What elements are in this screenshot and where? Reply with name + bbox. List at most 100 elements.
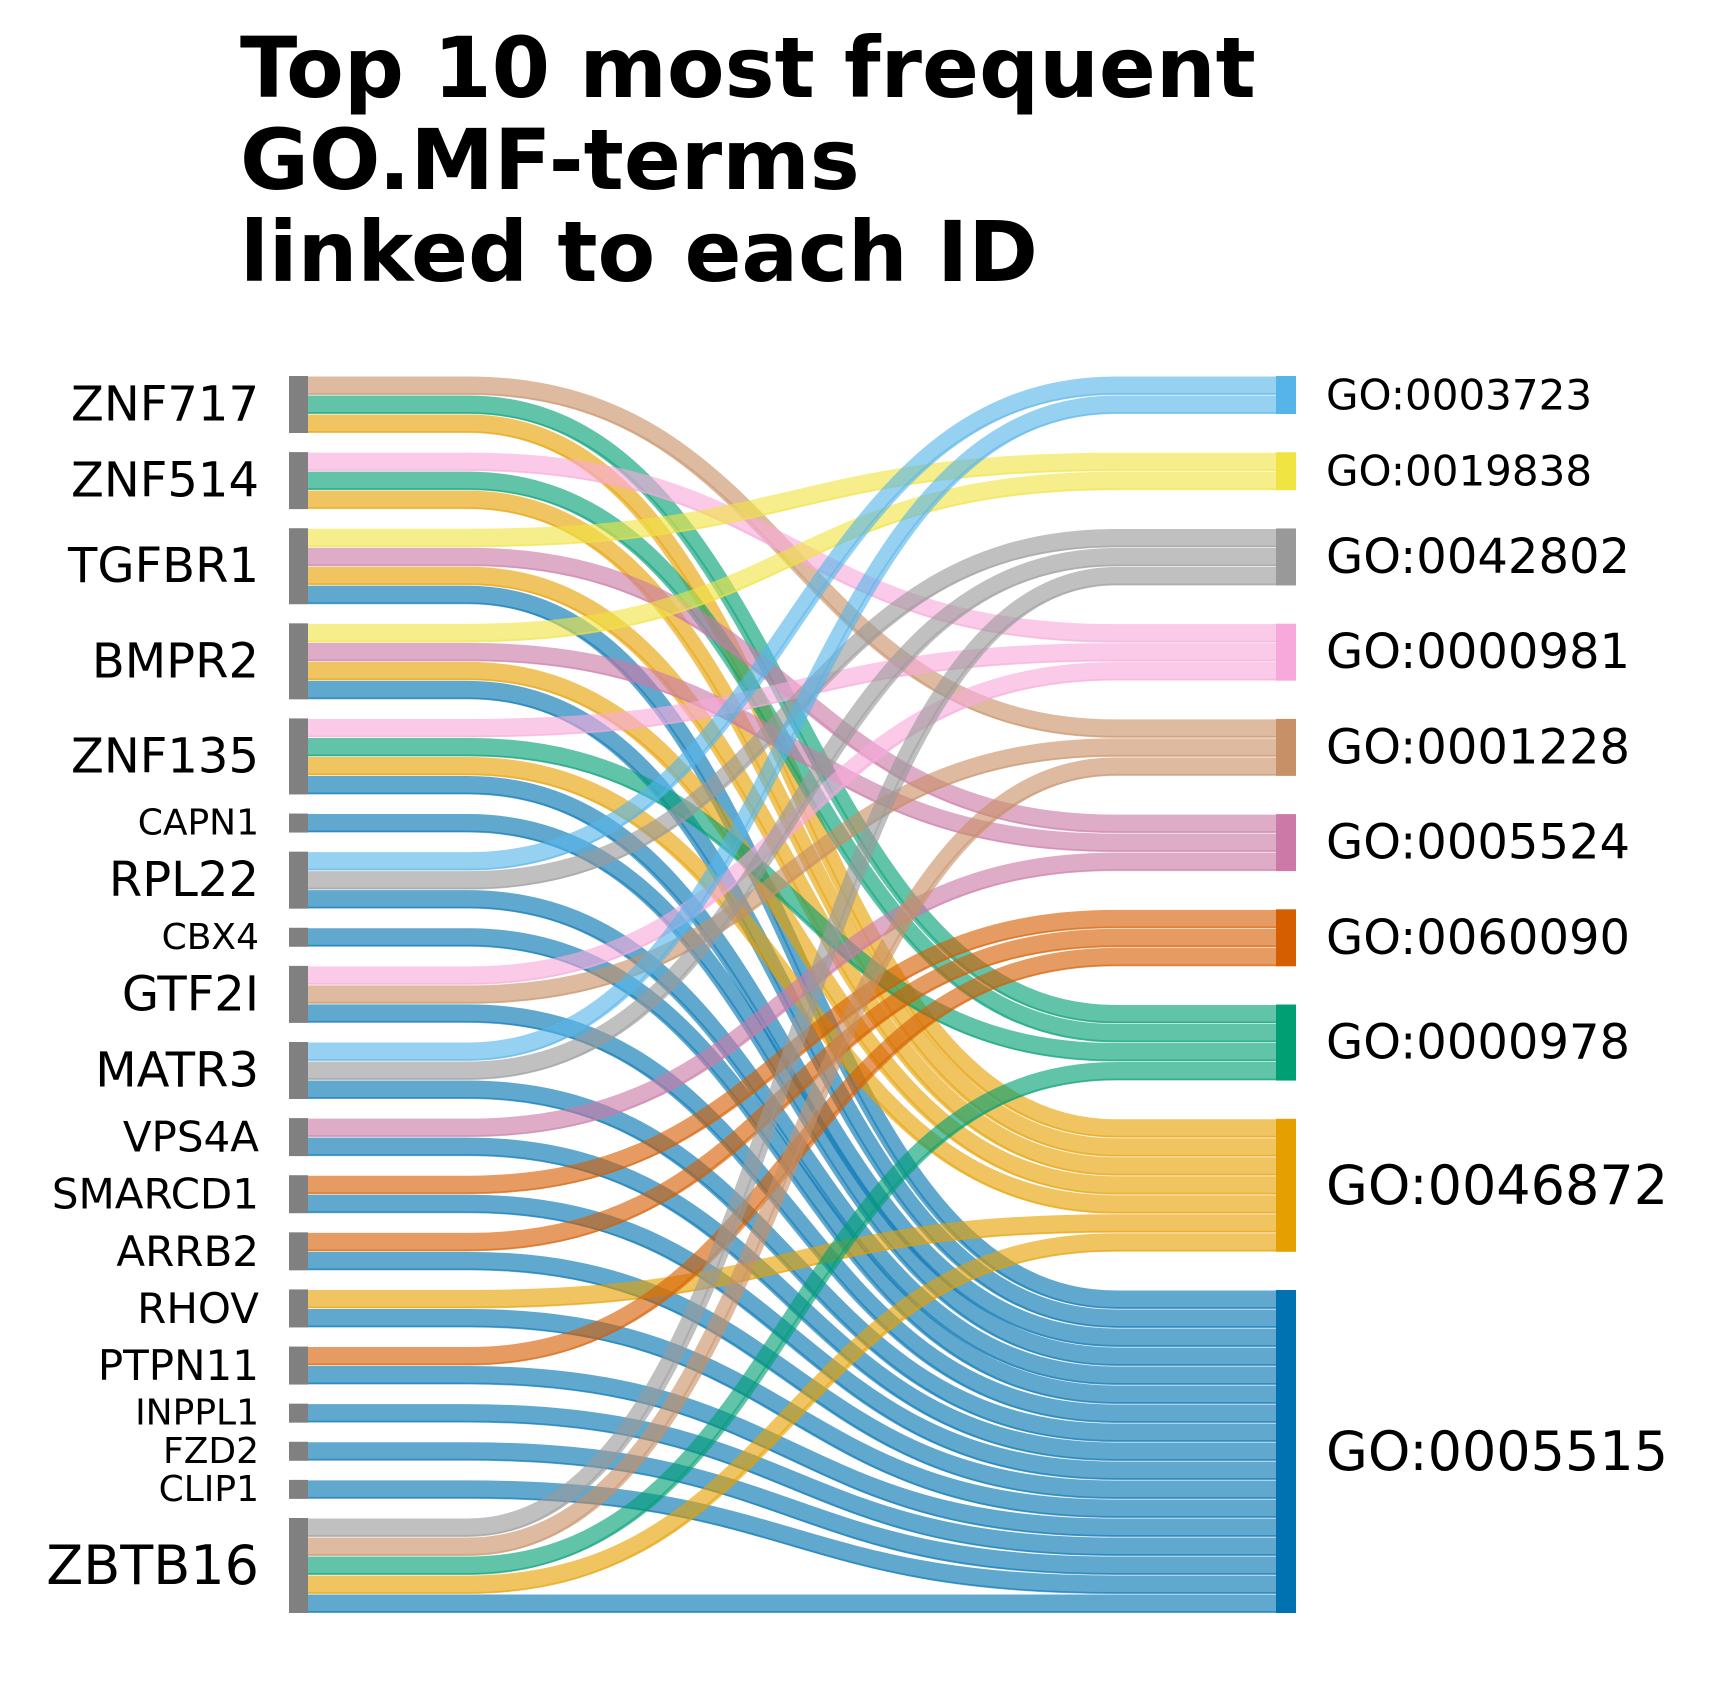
link-rhov-go-0046872: [308, 1214, 1276, 1308]
source-node-rpl22: [289, 851, 308, 909]
link-edge: [308, 1382, 1276, 1537]
link-edge: [308, 412, 1276, 1061]
source-label-zbtb16: ZBTB16: [46, 1534, 259, 1597]
source-label-arrb2: ARRB2: [116, 1227, 259, 1276]
source-label-cbx4: CBX4: [162, 917, 259, 958]
link-edge: [308, 488, 1276, 1043]
link-edge: [308, 488, 1276, 643]
link-edge: [308, 678, 1276, 985]
chart-title-line-3: linked to each ID: [240, 203, 1038, 301]
source-label-inppl1: INPPL1: [135, 1393, 259, 1434]
source-node-gtf2i: [289, 965, 308, 1023]
link-tgfbr1-go-0019838: [308, 452, 1276, 547]
target-node-go-0005524: [1276, 814, 1296, 872]
link-edge: [308, 754, 1276, 1004]
chart-title-line-1: Top 10 most frequent: [240, 19, 1256, 117]
link-gtf2i-go-0001228: [308, 738, 1276, 1004]
source-label-bmpr2: BMPR2: [92, 633, 259, 689]
link-edge: [308, 1078, 1276, 1575]
link-ptpn11-go-0005515: [308, 1366, 1276, 1537]
source-node-rhov: [289, 1289, 308, 1328]
links-layer: [308, 376, 1276, 1614]
source-node-bmpr2: [289, 623, 308, 700]
link-smarcd1-go-0005515: [308, 1194, 1276, 1480]
link-edge: [308, 1249, 1276, 1594]
link-edge: [308, 1230, 1276, 1309]
source-node-tgfbr1: [289, 528, 308, 605]
source-node-znf135: [289, 718, 308, 795]
link-edge: [308, 469, 1276, 548]
link-arrb2-go-0005515: [308, 1251, 1276, 1499]
target-node-go-0046872: [1276, 1118, 1296, 1252]
link-edge: [308, 1420, 1276, 1556]
target-label-go-0060090: GO:0060090: [1326, 910, 1630, 966]
source-node-matr3: [289, 1042, 308, 1099]
link-zbtb16-go-0042802: [308, 566, 1276, 1537]
source-node-vps4a: [289, 1118, 308, 1157]
source-node-znf717: [289, 376, 308, 433]
target-label-go-0001228: GO:0001228: [1326, 719, 1630, 775]
link-edge: [308, 659, 1276, 853]
link-zbtb16-go-0000978: [308, 1062, 1276, 1575]
link-edge: [308, 945, 1276, 1252]
link-edge: [308, 393, 1276, 871]
link-matr3-go-0003723: [308, 395, 1276, 1061]
source-node-smarcd1: [289, 1175, 308, 1214]
target-node-go-0000978: [1276, 1004, 1296, 1081]
link-edge: [308, 869, 1276, 1138]
target-node-go-0042802: [1276, 528, 1296, 586]
source-node-fzd2: [289, 1441, 308, 1461]
source-label-znf135: ZNF135: [71, 728, 259, 784]
source-node-arrb2: [289, 1232, 308, 1271]
nodes-layer: [289, 376, 1296, 1613]
link-arrb2-go-0060090: [308, 928, 1276, 1251]
source-label-clip1: CLIP1: [159, 1469, 259, 1510]
link-vps4a-go-0005524: [308, 852, 1276, 1137]
source-label-ptpn11: PTPN11: [98, 1341, 259, 1390]
link-vps4a-go-0005515: [308, 1137, 1276, 1461]
link-edge: [308, 773, 1276, 1556]
target-node-go-0003723: [1276, 376, 1296, 414]
target-node-go-0060090: [1276, 909, 1296, 967]
target-node-go-0000981: [1276, 623, 1296, 681]
target-node-go-0019838: [1276, 452, 1296, 491]
source-label-rhov: RHOV: [137, 1284, 259, 1333]
source-node-ptpn11: [289, 1346, 308, 1385]
source-label-tgfbr1: TGFBR1: [67, 538, 259, 594]
link-zbtb16-go-0001228: [308, 757, 1276, 1556]
source-node-clip1: [289, 1479, 308, 1499]
link-edge: [308, 754, 1276, 1062]
chart-title: Top 10 most frequent GO.MF-terms linked …: [240, 22, 1256, 298]
target-label-go-0000981: GO:0000981: [1326, 624, 1630, 680]
target-label-go-0005524: GO:0005524: [1326, 815, 1630, 871]
link-rpl22-go-0003723: [308, 376, 1276, 871]
target-label-go-0019838: GO:0019838: [1326, 447, 1592, 496]
target-label-go-0005515: GO:0005515: [1326, 1420, 1668, 1483]
chart-title-line-2: GO.MF-terms: [240, 111, 860, 209]
target-node-go-0001228: [1276, 718, 1296, 776]
source-node-cbx4: [289, 927, 308, 947]
link-edge: [308, 583, 1276, 1537]
source-label-capn1: CAPN1: [138, 803, 259, 844]
source-label-matr3: MATR3: [95, 1043, 259, 1099]
target-label-go-0000978: GO:0000978: [1326, 1015, 1630, 1071]
link-edge: [308, 1268, 1276, 1499]
source-label-rpl22: RPL22: [109, 852, 259, 908]
link-zbtb16-go-0046872: [308, 1233, 1276, 1594]
source-node-znf514: [289, 452, 308, 510]
source-node-capn1: [289, 813, 308, 833]
source-label-znf514: ZNF514: [71, 453, 259, 509]
source-node-inppl1: [289, 1403, 308, 1423]
target-label-go-0003723: GO:0003723: [1326, 371, 1592, 420]
target-label-go-0046872: GO:0046872: [1326, 1154, 1668, 1217]
source-label-znf717: ZNF717: [71, 377, 259, 433]
source-label-gtf2i: GTF2I: [122, 966, 259, 1022]
link-edge: [308, 602, 1276, 1309]
source-label-smarcd1: SMARCD1: [52, 1170, 259, 1219]
link-znf135-go-0000978: [308, 737, 1276, 1062]
source-node-zbtb16: [289, 1518, 308, 1613]
link-bmpr2-go-0046872: [308, 661, 1276, 1195]
link-bmpr2-go-0019838: [308, 471, 1276, 642]
link-edge: [308, 1458, 1276, 1575]
